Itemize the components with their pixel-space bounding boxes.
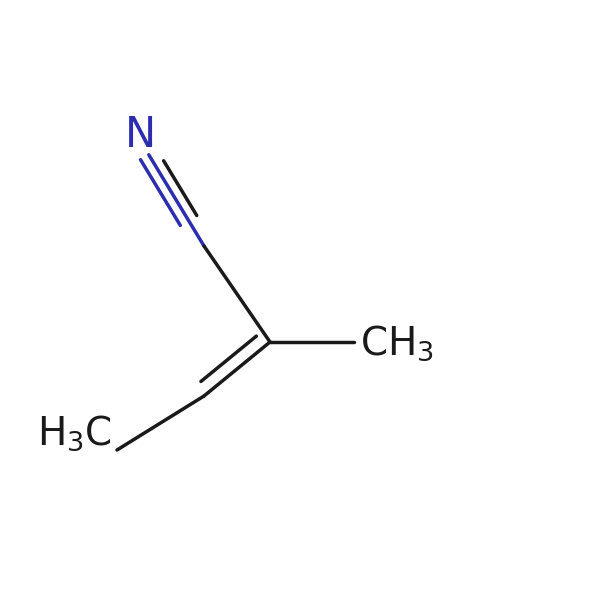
Text: CH$_3$: CH$_3$ [360,323,434,363]
Text: N: N [125,114,156,156]
Text: H$_3$C: H$_3$C [37,413,112,453]
